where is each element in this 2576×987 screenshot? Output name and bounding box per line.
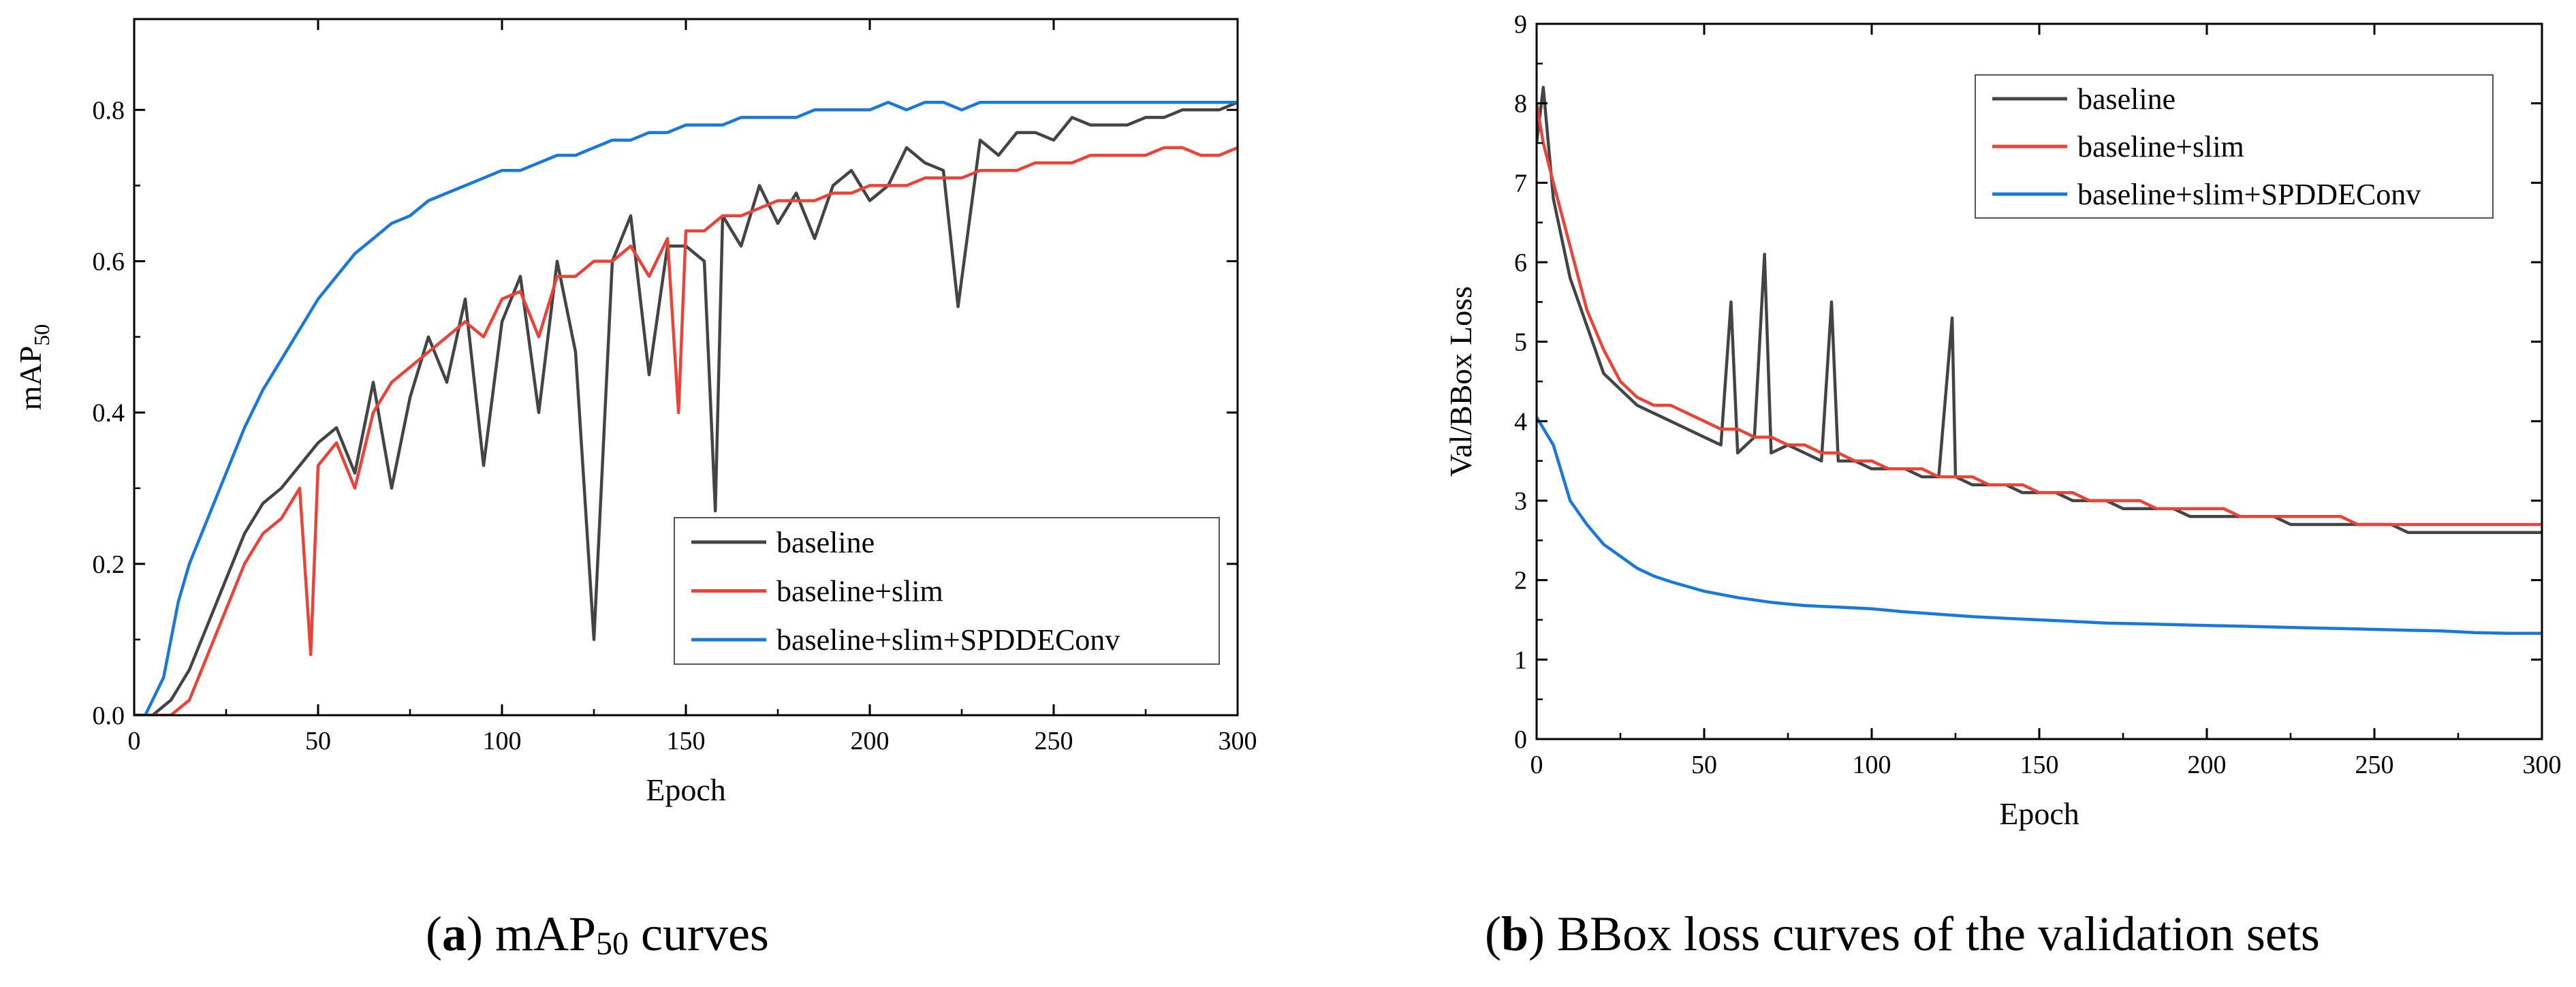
x-tick-label: 0 <box>1530 751 1543 779</box>
y-tick-label: 3 <box>1514 487 1527 516</box>
legend-label-1: baseline+slim <box>776 575 943 608</box>
legend-label-0: baseline <box>2077 82 2176 116</box>
legend-label-0: baseline <box>776 526 875 559</box>
caption-a-before: mAP <box>494 907 597 961</box>
x-tick-label: 250 <box>1035 727 1073 755</box>
caption-b-text: BBox loss curves of the validation sets <box>1545 907 2320 961</box>
x-tick-label: 200 <box>2188 751 2227 779</box>
x-axis-label: Epoch <box>646 772 726 807</box>
legend-label-2: baseline+slim+SPDDEConv <box>2077 178 2421 211</box>
y-axis-label: mAP50 <box>13 324 54 411</box>
y-tick-label: 0.2 <box>93 550 125 579</box>
y-tick-label: 6 <box>1514 249 1527 277</box>
y-tick-label: 7 <box>1514 169 1527 198</box>
y-tick-label: 0.8 <box>93 96 125 125</box>
series-line-a-0 <box>134 101 1238 715</box>
y-tick-label: 0 <box>1514 725 1527 754</box>
chart-b-bbox-loss-curves: 0 50 100 150 200 250 300 0 1 2 3 4 5 6 7 8 9 Epoch Val/BBo… <box>1443 10 2562 831</box>
y-axis-label-sub: 50 <box>29 324 54 346</box>
chart-a-mAP50-curves: 0 50 100 150 200 250 300 0.0 0.2 0.4 0.6 0.8 Epoch mA… <box>13 18 1257 807</box>
x-tick-label: 150 <box>2020 751 2059 779</box>
y-tick-label: 0.0 <box>93 702 125 730</box>
y-tick-label: 4 <box>1514 407 1527 436</box>
series-group <box>1537 86 2542 636</box>
caption-a: (a) mAP50 curves <box>426 907 769 962</box>
y-tick-label: 5 <box>1514 328 1527 357</box>
series-line-b-2 <box>1537 416 2542 636</box>
x-tick-label: 0 <box>128 727 141 755</box>
x-tick-label: 50 <box>305 727 331 755</box>
series-line-a-1 <box>134 146 1238 715</box>
legend-label-1: baseline+slim <box>2077 130 2244 163</box>
caption-b-letter: b <box>1501 907 1529 961</box>
x-tick-label: 300 <box>2523 751 2562 779</box>
y-tick-label: 0.6 <box>93 247 125 276</box>
caption-a-after: curves <box>629 907 769 961</box>
y-tick-label: 1 <box>1514 646 1527 674</box>
x-tick-label: 300 <box>1219 727 1257 755</box>
y-tick-label: 8 <box>1514 90 1527 119</box>
y-axis-label-main: mAP <box>13 346 48 411</box>
caption-b: (b) BBox loss curves of the validation s… <box>1485 907 2320 961</box>
series-group <box>134 100 1238 715</box>
x-tick-label: 150 <box>667 727 706 755</box>
legend-label-2: baseline+slim+SPDDEConv <box>776 623 1120 657</box>
caption-a-sub: 50 <box>596 926 629 962</box>
caption-a-letter: a <box>441 907 467 961</box>
y-axis-label: Val/BBox Loss <box>1443 286 1478 477</box>
y-tick-label: 0.4 <box>93 399 125 428</box>
x-tick-label: 50 <box>1691 751 1717 779</box>
series-line-a-2 <box>134 100 1238 715</box>
x-tick-label: 100 <box>483 727 522 755</box>
y-tick-label: 9 <box>1514 10 1527 39</box>
x-tick-label: 100 <box>1853 751 1891 779</box>
series-line-b-1 <box>1537 103 2542 527</box>
x-tick-label: 200 <box>851 727 890 755</box>
x-axis-label: Epoch <box>1999 796 2079 831</box>
y-tick-label: 2 <box>1514 567 1527 595</box>
x-tick-label: 250 <box>2355 751 2394 779</box>
